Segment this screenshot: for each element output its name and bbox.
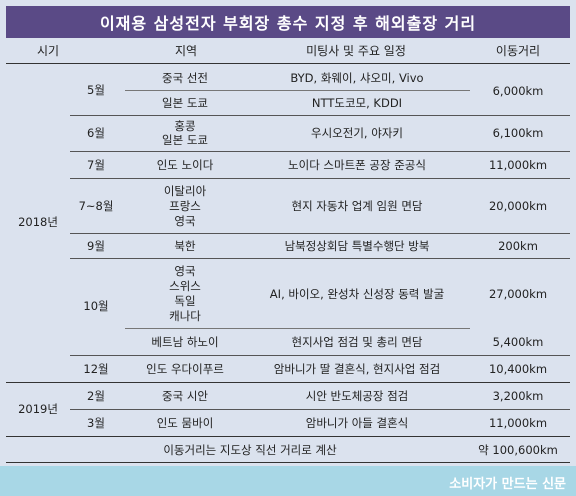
meeting-cell: 현지 자동차 업계 임원 면담	[291, 199, 423, 213]
region-cell: 이탈리아	[163, 184, 207, 198]
distance-cell: 3,200km	[492, 389, 544, 403]
region-cell: 독일	[174, 294, 196, 308]
meeting-cell: BYD, 화웨이, 샤오미, Vivo	[290, 71, 424, 85]
region-cell: 영국	[174, 214, 196, 228]
month-7: 7월	[87, 158, 105, 172]
month-2: 2월	[87, 389, 105, 403]
meeting-cell: NTT도코모, KDDI	[311, 96, 403, 110]
month-6: 6월	[87, 126, 105, 140]
region-cell: 스위스	[169, 279, 201, 293]
region-cell: 인도 노이다	[156, 158, 214, 172]
region-cell: 프랑스	[169, 199, 201, 213]
distance-cell: 5,400km	[492, 335, 544, 349]
distance-cell: 200km	[498, 239, 538, 253]
month-5: 5월	[87, 83, 105, 97]
header-region: 지역	[174, 44, 198, 58]
row-rule	[70, 409, 570, 410]
table-title: 이재용 삼성전자 부회장 총수 지정 후 해외출장 거리	[6, 6, 570, 38]
year-rule	[6, 382, 570, 383]
brand-slogan: 소비자가 만드는 신문	[449, 477, 566, 492]
month-9: 9월	[87, 239, 105, 253]
region-cell: 북한	[174, 239, 196, 253]
region-cell: 캐나다	[169, 309, 201, 323]
note-text: 이동거리는 지도상 직선 거리로 계산	[163, 443, 337, 457]
header-distance: 이동거리	[495, 44, 541, 58]
meeting-cell: 남북정상회담 특별수행단 방북	[284, 239, 430, 253]
total-distance: 약 100,600km	[478, 443, 558, 457]
row-rule	[70, 258, 570, 259]
region-cell: 인도 우다이푸르	[146, 362, 224, 376]
year-2018: 2018년	[18, 215, 58, 229]
row-rule	[70, 151, 570, 152]
meeting-cell: 암바니가 아들 결혼식	[305, 416, 409, 430]
month-10: 10월	[83, 299, 109, 313]
region-cell: 일본 도쿄	[162, 133, 208, 147]
row-rule	[70, 355, 570, 356]
header-period: 시기	[36, 44, 60, 58]
row-rule	[70, 233, 570, 234]
month-7-8: 7~8월	[78, 199, 114, 213]
region-cell: 베트남 하노이	[151, 335, 219, 349]
header-meeting: 미팅사 및 주요 일정	[306, 44, 406, 58]
month-12: 12월	[83, 362, 109, 376]
meeting-cell: 현지사업 점검 및 총리 면담	[291, 335, 423, 349]
meeting-cell: 우시오전기, 야자키	[311, 126, 403, 140]
region-cell: 인도 뭄바이	[156, 416, 214, 430]
distance-cell: 10,400km	[488, 362, 548, 376]
distance-cell: 6,100km	[492, 126, 544, 140]
distance-cell: 27,000km	[488, 287, 548, 301]
region-cell: 홍콩	[174, 119, 196, 133]
footer-banner: 소비자가 만드는 신문	[0, 466, 576, 496]
year-2019: 2019년	[18, 402, 58, 416]
row-rule	[125, 90, 470, 91]
body-end-rule	[6, 436, 570, 437]
meeting-cell: 시안 반도체공장 점검	[305, 389, 409, 403]
distance-cell: 11,000km	[488, 158, 548, 172]
row-rule	[70, 115, 570, 116]
region-cell: 일본 도쿄	[162, 96, 208, 110]
region-cell: 중국 선전	[162, 71, 208, 85]
distance-cell: 11,000km	[488, 416, 548, 430]
row-rule	[125, 328, 470, 329]
meeting-cell: 암바니가 딸 결혼식, 현지사업 점검	[273, 362, 441, 376]
meeting-cell: 노이다 스마트폰 공장 준공식	[288, 158, 426, 172]
header-rule	[6, 63, 570, 64]
month-3: 3월	[87, 416, 105, 430]
row-rule	[70, 178, 570, 179]
distance-cell: 20,000km	[488, 199, 548, 213]
region-cell: 영국	[174, 264, 196, 278]
note-rule	[6, 462, 570, 463]
meeting-cell: AI, 바이오, 완성차 신성장 동력 발굴	[269, 287, 445, 301]
distance-cell: 6,000km	[492, 84, 544, 98]
region-cell: 중국 시안	[162, 389, 208, 403]
